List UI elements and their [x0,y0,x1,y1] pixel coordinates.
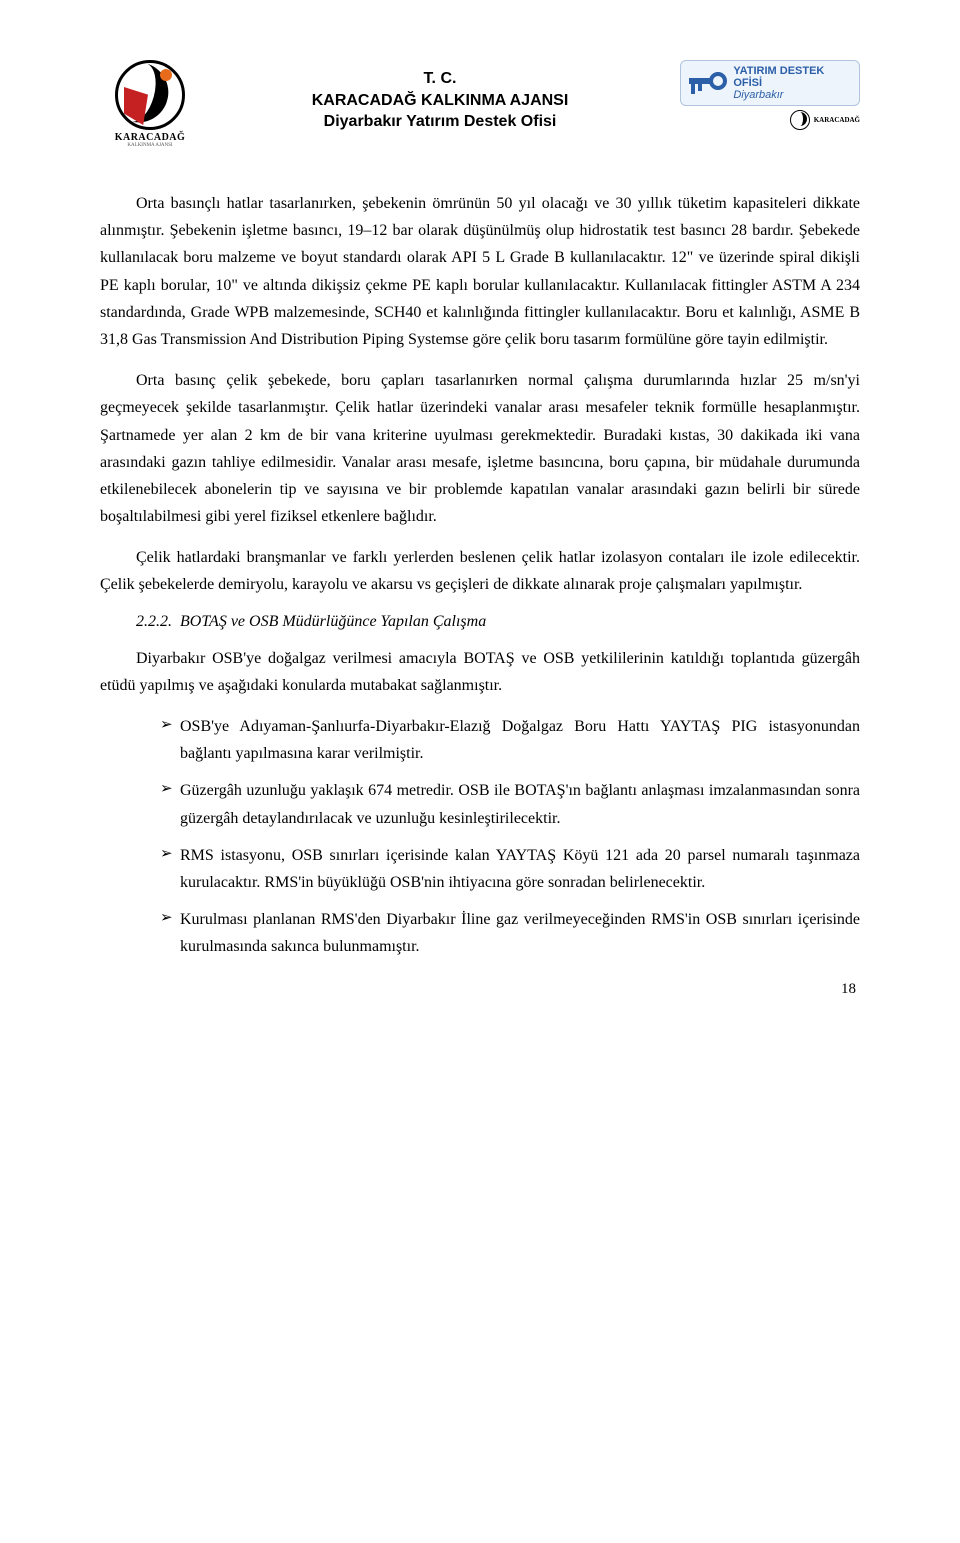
paragraph-1: Orta basınçlı hatlar tasarlanırken, şebe… [100,190,860,353]
header-line3: Diyarbakır Yatırım Destek Ofisi [200,111,680,133]
header-line2: KARACADAĞ KALKINMA AJANSI [200,90,680,112]
bullet-list: OSB'ye Adıyaman-Şanlıurfa-Diyarbakır-Ela… [100,713,860,961]
paragraph-3: Çelik hatlardaki branşmanlar ve farklı y… [100,544,860,598]
logo-right-line1: YATIRIM DESTEK OFİSİ [733,65,851,89]
logo-right-line2: Diyarbakır [733,89,851,101]
logo-left-sublabel: KALKINMA AJANSI [100,143,200,148]
bullet-item: OSB'ye Adıyaman-Şanlıurfa-Diyarbakır-Ela… [160,713,860,767]
logo-right-mini-label: KARACADAĞ [814,117,860,124]
header-title-block: T. C. KARACADAĞ KALKINMA AJANSI Diyarbak… [200,60,680,133]
section-number: 2.2.2. [136,613,172,630]
document-header: KARACADAĞ KALKINMA AJANSI T. C. KARACADA… [100,60,860,150]
paragraph-2: Orta basınç çelik şebekede, boru çapları… [100,367,860,530]
bullet-item: Güzergâh uzunluğu yaklaşık 674 metredir.… [160,777,860,831]
page-number: 18 [100,981,860,998]
header-line1: T. C. [200,68,680,90]
bullet-item: RMS istasyonu, OSB sınırları içerisinde … [160,842,860,896]
document-body: Orta basınçlı hatlar tasarlanırken, şebe… [100,190,860,961]
bullet-item: Kurulması planlanan RMS'den Diyarbakır İ… [160,906,860,960]
yatirim-destek-logo: YATIRIM DESTEK OFİSİ Diyarbakır KARACADA… [680,60,860,130]
logo-left-label: KARACADAĞ [100,132,200,143]
key-icon [689,68,727,98]
section-heading: 2.2.2. BOTAŞ ve OSB Müdürlüğünce Yapılan… [100,613,860,631]
section-title: BOTAŞ ve OSB Müdürlüğünce Yapılan Çalışm… [180,613,486,630]
karacadag-mini-icon [790,110,810,130]
paragraph-4: Diyarbakır OSB'ye doğalgaz verilmesi ama… [100,645,860,699]
karacadag-logo: KARACADAĞ KALKINMA AJANSI [100,60,200,150]
